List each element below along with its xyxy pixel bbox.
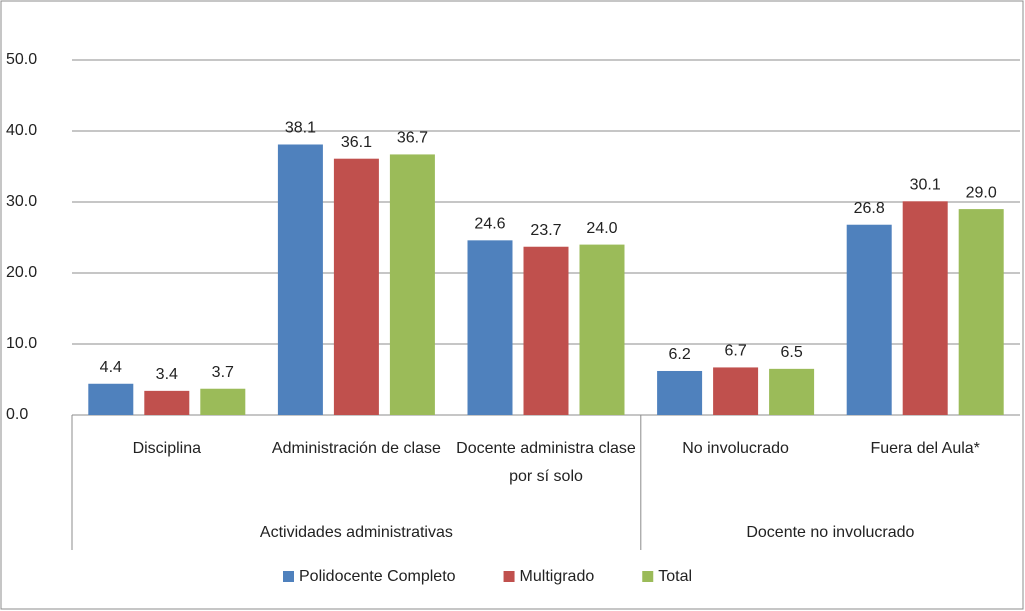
value-label: 29.0	[966, 184, 997, 201]
bar	[467, 240, 513, 415]
value-label: 23.7	[530, 222, 561, 239]
y-tick-label: 20.0	[6, 264, 37, 281]
y-tick-label: 50.0	[6, 51, 37, 68]
value-label: 36.7	[397, 130, 428, 147]
bar	[657, 370, 703, 415]
legend-label: Total	[658, 568, 692, 585]
x-tick-label: Fuera del Aula*	[870, 440, 980, 457]
bar	[389, 154, 435, 415]
value-label: 6.5	[780, 344, 802, 361]
bar	[144, 390, 190, 415]
bar	[769, 368, 815, 415]
value-label: 3.4	[156, 366, 178, 383]
legend-swatch	[283, 571, 294, 582]
value-label: 24.0	[586, 220, 617, 237]
legend-label: Polidocente Completo	[299, 568, 456, 585]
bar	[902, 201, 948, 415]
bar	[523, 246, 569, 415]
x-tick-label: No involucrado	[682, 440, 789, 457]
bar	[579, 244, 625, 415]
legend-swatch	[503, 571, 515, 582]
x-tick-label: Docente administra clase por sí solo	[456, 440, 636, 485]
value-label: 30.1	[910, 177, 941, 194]
group-label: Docente no involucrado	[746, 524, 914, 541]
x-tick-label: Administración de clase	[271, 440, 441, 457]
value-label: 26.8	[854, 200, 885, 217]
y-tick-label: 40.0	[6, 122, 37, 139]
legend-label: Multigrado	[520, 568, 595, 585]
bar	[846, 224, 892, 415]
bar	[88, 383, 134, 415]
bar	[713, 367, 759, 415]
y-tick-label: 30.0	[6, 193, 37, 210]
bar	[200, 388, 246, 415]
value-label: 6.7	[724, 343, 746, 360]
group-label: Actividades administrativas	[260, 524, 453, 541]
bar	[958, 209, 1004, 415]
bar	[333, 158, 379, 415]
value-label: 4.4	[100, 359, 122, 376]
value-label: 3.7	[212, 364, 234, 381]
y-tick-label: 10.0	[6, 335, 37, 352]
value-label: 24.6	[474, 216, 505, 233]
value-label: 38.1	[285, 120, 316, 137]
value-label: 6.2	[668, 346, 690, 363]
x-tick-label: Disciplina	[132, 440, 202, 457]
value-label: 36.1	[341, 134, 372, 151]
legend-swatch	[642, 571, 654, 582]
y-tick-label: 0.0	[6, 406, 28, 423]
bar	[277, 144, 323, 416]
